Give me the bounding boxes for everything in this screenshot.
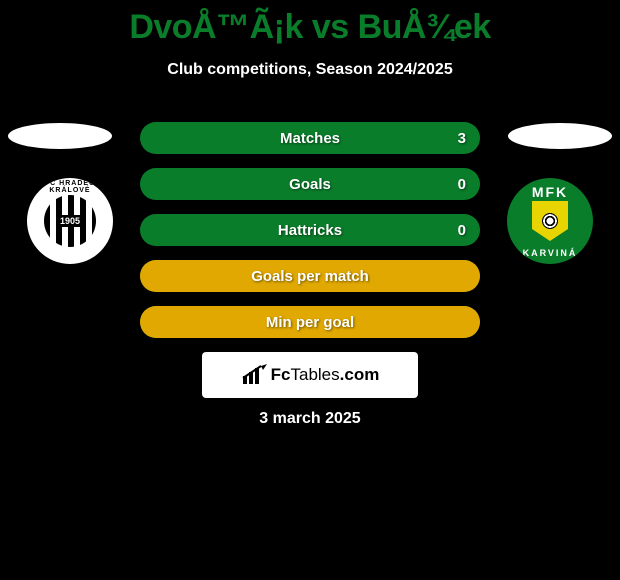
left-spotlight	[8, 123, 112, 149]
right-spotlight	[508, 123, 612, 149]
stat-row-goals-per-match: Goals per match	[140, 260, 480, 292]
brand-box[interactable]: FcTables.com	[202, 352, 418, 398]
stat-row-goals: Goals 0	[140, 168, 480, 200]
stat-label: Goals per match	[251, 268, 369, 285]
left-club-logo: FC HRADEC KRÁLOVÉ 1905	[27, 178, 113, 264]
stat-label: Matches	[280, 130, 340, 147]
stat-right-value: 0	[458, 214, 466, 246]
page-title: DvoÅ™Ã¡k vs BuÅ¾ek	[0, 0, 620, 47]
bar-chart-icon	[241, 364, 269, 386]
stat-row-matches: Matches 3	[140, 122, 480, 154]
right-club-logo: MFK KARVINÁ	[507, 178, 593, 264]
brand-text: FcTables.com	[271, 365, 380, 385]
stat-row-min-per-goal: Min per goal	[140, 306, 480, 338]
brand-light: Tables	[291, 365, 340, 384]
stat-label: Goals	[289, 176, 331, 193]
brand-strong: Fc	[271, 365, 291, 384]
stat-label: Min per goal	[266, 314, 354, 331]
date-line: 3 march 2025	[0, 410, 620, 428]
ball-icon	[542, 213, 558, 229]
subtitle: Club competitions, Season 2024/2025	[0, 61, 620, 79]
brand-suffix: .com	[340, 365, 380, 384]
stat-row-hattricks: Hattricks 0	[140, 214, 480, 246]
stat-label: Hattricks	[278, 222, 342, 239]
right-club-code-top: MFK	[507, 184, 593, 200]
stat-right-value: 3	[458, 122, 466, 154]
stats-list: Matches 3 Goals 0 Hattricks 0 Goals per …	[140, 122, 480, 338]
left-club-name: FC HRADEC KRÁLOVÉ	[27, 180, 113, 194]
stat-right-value: 0	[458, 168, 466, 200]
right-club-code-bottom: KARVINÁ	[507, 248, 593, 258]
right-club-shield	[532, 201, 568, 241]
left-club-year: 1905	[57, 215, 83, 227]
